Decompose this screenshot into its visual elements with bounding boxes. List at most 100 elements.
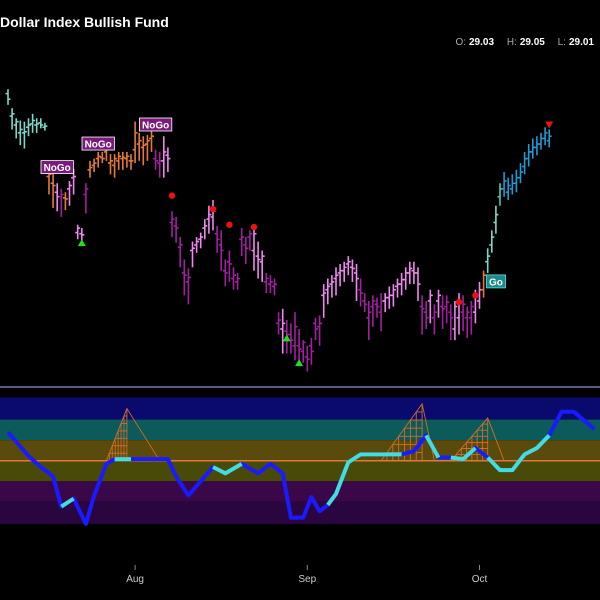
price-bar-2 bbox=[13, 118, 19, 139]
price-bar-63 bbox=[263, 272, 269, 294]
price-bar-14 bbox=[62, 192, 68, 211]
price-bar-5 bbox=[26, 118, 31, 137]
price-bar-64 bbox=[267, 275, 273, 294]
marker-circle-7 bbox=[455, 298, 463, 306]
oscillator-band-2 bbox=[0, 440, 600, 461]
annotation-box-2 bbox=[138, 117, 173, 132]
high-label: H: bbox=[506, 37, 517, 48]
oscillator-highlight-6 bbox=[486, 434, 551, 473]
price-bar-106 bbox=[440, 295, 446, 329]
oscillator-band-5 bbox=[0, 501, 600, 524]
price-bar-31 bbox=[132, 121, 138, 164]
price-bar-67 bbox=[280, 308, 286, 354]
annotation-box-0 bbox=[40, 160, 74, 174]
price-bar-82 bbox=[341, 261, 347, 282]
price-bar-92 bbox=[382, 293, 388, 313]
price-bar-37 bbox=[157, 151, 163, 178]
price-bar-15 bbox=[67, 181, 72, 206]
price-bar-42 bbox=[177, 237, 183, 268]
price-bar-18 bbox=[79, 228, 85, 241]
price-bar-119 bbox=[493, 205, 499, 234]
price-bar-3 bbox=[17, 120, 23, 146]
price-bar-116 bbox=[481, 270, 487, 298]
price-bar-71 bbox=[296, 328, 302, 361]
price-bar-105 bbox=[436, 289, 441, 318]
oscillator-band-1 bbox=[0, 419, 600, 441]
price-bar-43 bbox=[181, 259, 187, 296]
price-bar-25 bbox=[108, 154, 113, 175]
price-bar-103 bbox=[427, 289, 433, 324]
price-bar-86 bbox=[358, 278, 364, 307]
price-bar-49 bbox=[206, 205, 212, 234]
price-bar-13 bbox=[58, 188, 64, 217]
price-bar-95 bbox=[395, 278, 400, 298]
price-bar-121 bbox=[501, 172, 507, 197]
price-bar-56 bbox=[235, 272, 241, 290]
price-bar-127 bbox=[526, 144, 532, 167]
price-bar-118 bbox=[489, 230, 495, 253]
price-bar-46 bbox=[194, 237, 200, 253]
price-bar-98 bbox=[407, 261, 413, 285]
price-bar-65 bbox=[272, 278, 277, 296]
price-bar-9 bbox=[42, 122, 48, 131]
annotation-box-1 bbox=[81, 136, 115, 151]
price-bar-72 bbox=[300, 340, 306, 363]
price-bar-107 bbox=[444, 295, 450, 324]
price-bar-36 bbox=[153, 149, 159, 170]
price-bar-76 bbox=[317, 315, 323, 346]
marker-triangle-down-9 bbox=[545, 121, 554, 129]
price-bar-108 bbox=[448, 304, 454, 341]
ohlc-readout: O: 29.03 H: 29.05 L: 29.01 bbox=[445, 37, 594, 48]
price-bar-4 bbox=[21, 121, 27, 149]
price-bar-57 bbox=[239, 228, 245, 257]
price-bar-91 bbox=[378, 293, 384, 332]
price-bar-6 bbox=[30, 113, 36, 133]
low-value: 29.01 bbox=[568, 37, 594, 48]
price-bar-125 bbox=[518, 163, 523, 184]
price-bar-117 bbox=[485, 248, 491, 273]
oscillator-highlight-2 bbox=[212, 462, 243, 476]
price-bar-20 bbox=[87, 160, 93, 178]
price-bar-90 bbox=[374, 297, 380, 318]
price-bar-69 bbox=[288, 323, 294, 354]
price-bar-74 bbox=[308, 337, 314, 365]
price-bar-51 bbox=[214, 225, 220, 253]
price-bar-83 bbox=[345, 256, 351, 276]
oscillator-highlight-0 bbox=[60, 496, 75, 509]
oscillator-band-4 bbox=[0, 481, 600, 502]
marker-circle-5 bbox=[226, 221, 233, 228]
price-bar-78 bbox=[325, 278, 331, 305]
annotation-label-0: NoGo bbox=[44, 163, 71, 174]
price-bar-44 bbox=[185, 268, 191, 305]
price-bar-59 bbox=[247, 230, 253, 251]
price-bar-123 bbox=[509, 174, 515, 195]
price-bar-17 bbox=[75, 224, 81, 240]
price-bar-73 bbox=[304, 345, 310, 372]
price-bar-87 bbox=[362, 293, 368, 313]
low-label: L: bbox=[557, 37, 566, 48]
marker-triangle-up-1 bbox=[282, 334, 291, 342]
price-bar-66 bbox=[276, 312, 282, 335]
marker-triangle-up-0 bbox=[77, 239, 86, 247]
price-bar-28 bbox=[120, 151, 126, 170]
price-bar-97 bbox=[403, 267, 409, 290]
price-bar-38 bbox=[161, 136, 167, 178]
price-bar-8 bbox=[38, 118, 44, 129]
price-bar-100 bbox=[415, 267, 421, 301]
price-bar-53 bbox=[222, 259, 228, 287]
price-bar-39 bbox=[165, 147, 171, 173]
price-bar-23 bbox=[99, 151, 105, 164]
price-bar-84 bbox=[349, 259, 355, 282]
price-bar-33 bbox=[140, 136, 146, 166]
price-bar-60 bbox=[251, 225, 257, 271]
x-tick-label-sep: Sep bbox=[298, 574, 316, 585]
marker-circle-8 bbox=[472, 292, 479, 299]
open-label: O: bbox=[455, 37, 466, 48]
price-bar-112 bbox=[464, 306, 470, 338]
price-bar-48 bbox=[202, 219, 208, 240]
price-bar-129 bbox=[534, 136, 540, 156]
marker-circle-3 bbox=[168, 192, 176, 199]
price-bar-101 bbox=[419, 295, 425, 335]
annotation-label-1: NoGo bbox=[85, 140, 112, 151]
